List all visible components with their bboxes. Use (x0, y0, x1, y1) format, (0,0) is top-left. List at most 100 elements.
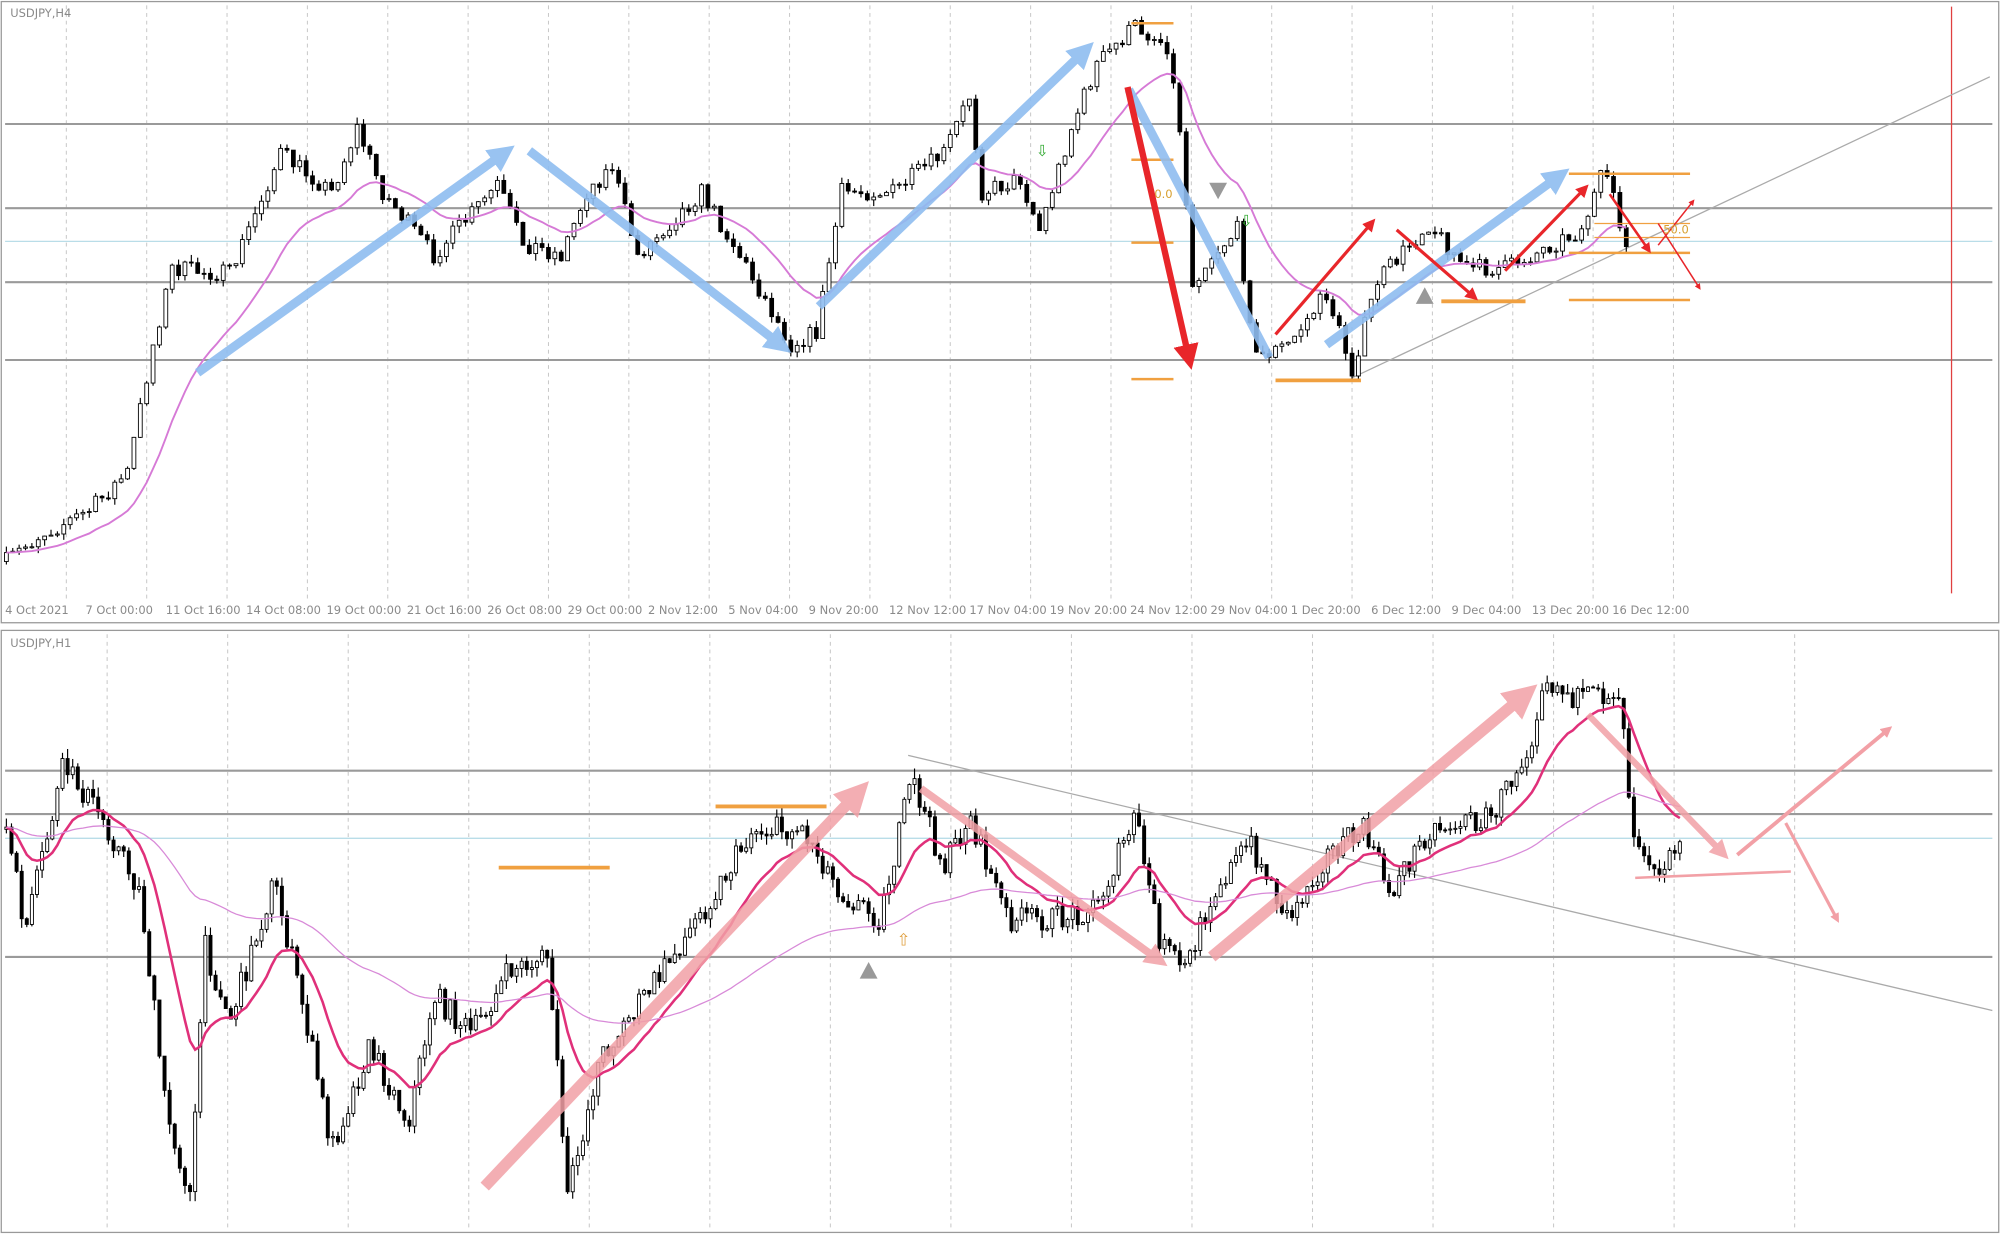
candle-body (750, 261, 755, 281)
candle-body (533, 243, 539, 255)
candle-body (864, 193, 870, 201)
candle-body (1162, 939, 1167, 950)
candle-body (417, 1057, 422, 1089)
candle-body (1402, 861, 1407, 877)
svg-text:⇧: ⇧ (897, 930, 911, 949)
candle-body (1222, 245, 1227, 254)
candle-body (172, 1123, 177, 1149)
candle-body (932, 816, 937, 856)
candle-body (448, 999, 453, 1020)
candle-body (967, 98, 972, 107)
candle-body (169, 264, 175, 290)
date-label: 19 Nov 20:00 (1050, 603, 1127, 617)
candle-body (830, 866, 835, 880)
candle-body (1540, 690, 1545, 721)
candle-body (1120, 42, 1125, 46)
orange-levels (498, 21, 1691, 870)
candle-body (813, 327, 819, 339)
candle-body (1241, 220, 1246, 282)
candle-body (785, 831, 789, 840)
candle-body (177, 1147, 182, 1169)
candle-body (300, 974, 305, 1005)
candle-body (387, 1084, 392, 1096)
candle-body (667, 958, 672, 963)
candle-body (35, 869, 39, 895)
candle-body (1483, 259, 1489, 276)
candle-body (1223, 883, 1228, 886)
candle-body (91, 788, 96, 798)
candle-body (310, 175, 315, 185)
date-label: 7 Oct 00:00 (85, 603, 152, 617)
candle-body (218, 989, 223, 998)
date-label: 26 Oct 08:00 (487, 603, 562, 617)
candle-body (591, 1095, 596, 1111)
candle-body (1305, 318, 1310, 331)
date-label: 9 Dec 04:00 (1452, 603, 1522, 617)
candle-body (50, 820, 55, 840)
candle-body (278, 147, 283, 171)
candle-body (55, 787, 60, 821)
candle-body (586, 1109, 590, 1142)
candle-body (928, 153, 934, 167)
candle-body (1055, 905, 1060, 910)
candle-body (782, 321, 787, 341)
candle-body (539, 243, 545, 248)
candle-body (86, 511, 92, 513)
candle-body (992, 180, 998, 194)
candle-body (1292, 335, 1298, 343)
candle-body (424, 234, 430, 241)
candle-body (711, 205, 717, 209)
candle-body (1591, 686, 1596, 689)
candle-body (412, 1087, 417, 1127)
candle-body (979, 149, 985, 201)
candle-body (953, 838, 958, 844)
candle-body (769, 833, 774, 837)
candle-body (1667, 850, 1672, 870)
candle-body (67, 517, 73, 526)
candle-body (48, 534, 54, 537)
candle-body (96, 796, 101, 813)
candle-body (444, 242, 449, 258)
candle-body (577, 210, 583, 224)
candle-body (1019, 907, 1024, 921)
candle-body (994, 872, 999, 884)
candle-body (973, 98, 979, 150)
candle-body (680, 208, 685, 226)
candle-body (1137, 812, 1142, 827)
h4-symbol-label: USDJPY,H4 (10, 6, 71, 20)
candle-body (1218, 884, 1223, 898)
candle-body (662, 958, 667, 982)
candle-body (239, 239, 245, 265)
candle-body (1550, 682, 1555, 693)
candle-body (80, 788, 85, 803)
candle-body (475, 201, 481, 208)
candle-body (1438, 232, 1444, 235)
candle-body (731, 238, 736, 247)
candle-body (361, 1071, 366, 1089)
candle-body (106, 819, 111, 841)
candle-body (529, 967, 534, 970)
candle-body (1100, 51, 1106, 62)
candle-body (1529, 745, 1534, 759)
candle-body (1631, 796, 1636, 838)
candle-body (1407, 245, 1412, 248)
candle-body (1453, 827, 1458, 830)
candle-body (1198, 917, 1203, 951)
candle-body (1315, 881, 1320, 886)
fib-label: 50.0 (1663, 223, 1689, 237)
candle-body (986, 192, 991, 201)
candle-body (947, 134, 953, 148)
candle-body (1228, 861, 1233, 884)
candle-body (558, 251, 564, 262)
candle-body (271, 169, 277, 192)
candle-body (1005, 188, 1011, 192)
candle-body (111, 839, 116, 852)
candle-body (371, 1039, 376, 1061)
candle-body (208, 934, 213, 976)
candle-body (239, 971, 244, 1007)
candle-body (1528, 261, 1533, 264)
candle-body (698, 912, 703, 920)
candle-body (1009, 907, 1014, 932)
candle-body (1279, 343, 1285, 347)
